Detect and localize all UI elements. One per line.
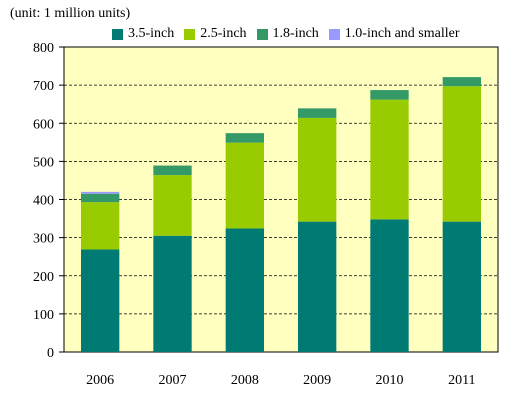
- x-axis-ticks: 2006 2007 2008 2009 2010 2011: [86, 373, 475, 388]
- y-tick-label: 300: [33, 232, 54, 247]
- bar-segment-1-0-inch-and-smaller-2006: [80, 191, 120, 194]
- legend-swatch-1-8-inch: [256, 28, 268, 40]
- legend: 3.5-inch 2.5-inch 1.8-inch 1.0-inch and …: [112, 26, 459, 42]
- y-tick-label: 500: [33, 155, 54, 170]
- x-tick-label: 2007: [159, 373, 187, 388]
- x-tick-label: 2008: [231, 373, 259, 388]
- bar-segment-3-5-inch-2006: [80, 249, 120, 352]
- bar-segment-3-5-inch-2011: [442, 221, 482, 352]
- y-tick-label: 400: [33, 194, 54, 209]
- x-tick-label: 2010: [376, 373, 404, 388]
- bar-segment-2-5-inch-2011: [442, 86, 482, 222]
- legend-label-1-0-inch-and-smaller: 1.0-inch and smaller: [344, 26, 460, 41]
- bar-segment-2-5-inch-2010: [370, 99, 409, 220]
- y-tick-label: 700: [33, 79, 54, 94]
- legend-label-3-5-inch: 3.5-inch: [128, 26, 175, 41]
- bar-segment-2-5-inch-2006: [80, 202, 120, 250]
- legend-item-1-8-inch: 1.8-inch: [256, 26, 319, 42]
- legend-item-3-5-inch: 3.5-inch: [112, 26, 174, 42]
- y-tick-label: 0: [47, 346, 54, 361]
- legend-item-2-5-inch: 2.5-inch: [184, 26, 247, 42]
- bar-segment-1-8-inch-2009: [297, 108, 337, 118]
- bar-segment-3-5-inch-2007: [153, 235, 192, 352]
- bar-segment-3-5-inch-2008: [225, 228, 265, 352]
- x-tick-label: 2009: [303, 373, 331, 388]
- bar-segment-3-5-inch-2009: [297, 221, 337, 352]
- legend-item-1-0-inch-and-smaller: 1.0-inch and smaller: [328, 26, 460, 42]
- y-tick-label: 800: [33, 41, 54, 56]
- legend-label-2-5-inch: 2.5-inch: [200, 26, 247, 41]
- legend-swatch-3-5-inch: [112, 28, 123, 40]
- y-tick-label: 100: [33, 308, 54, 323]
- bar-segment-1-8-inch-2006: [80, 193, 120, 203]
- bar-segment-3-5-inch-2010: [370, 219, 409, 352]
- x-tick-label: 2006: [86, 373, 114, 388]
- legend-label-1-8-inch: 1.8-inch: [272, 26, 319, 41]
- bar-segment-2-5-inch-2007: [153, 175, 192, 236]
- x-tick-label: 2011: [448, 373, 475, 388]
- bar-segment-1-8-inch-2008: [225, 133, 265, 143]
- y-tick-label: 600: [33, 117, 54, 132]
- bar-segment-1-8-inch-2007: [153, 165, 192, 176]
- y-tick-label: 200: [33, 270, 54, 285]
- unit-label: (unit: 1 million units): [10, 6, 131, 21]
- bar-segment-1-8-inch-2010: [370, 90, 409, 100]
- bar-segment-2-5-inch-2008: [225, 142, 265, 229]
- bar-segment-1-8-inch-2011: [442, 77, 482, 87]
- bars: [80, 77, 482, 352]
- gridlines: [64, 84, 498, 315]
- y-axis-ticks: 0 100 200 300 400 500 600 700 800: [33, 41, 64, 361]
- bar-segment-2-5-inch-2009: [297, 117, 337, 222]
- legend-swatch-1-0-inch-and-smaller: [328, 28, 340, 40]
- legend-swatch-2-5-inch: [184, 28, 196, 40]
